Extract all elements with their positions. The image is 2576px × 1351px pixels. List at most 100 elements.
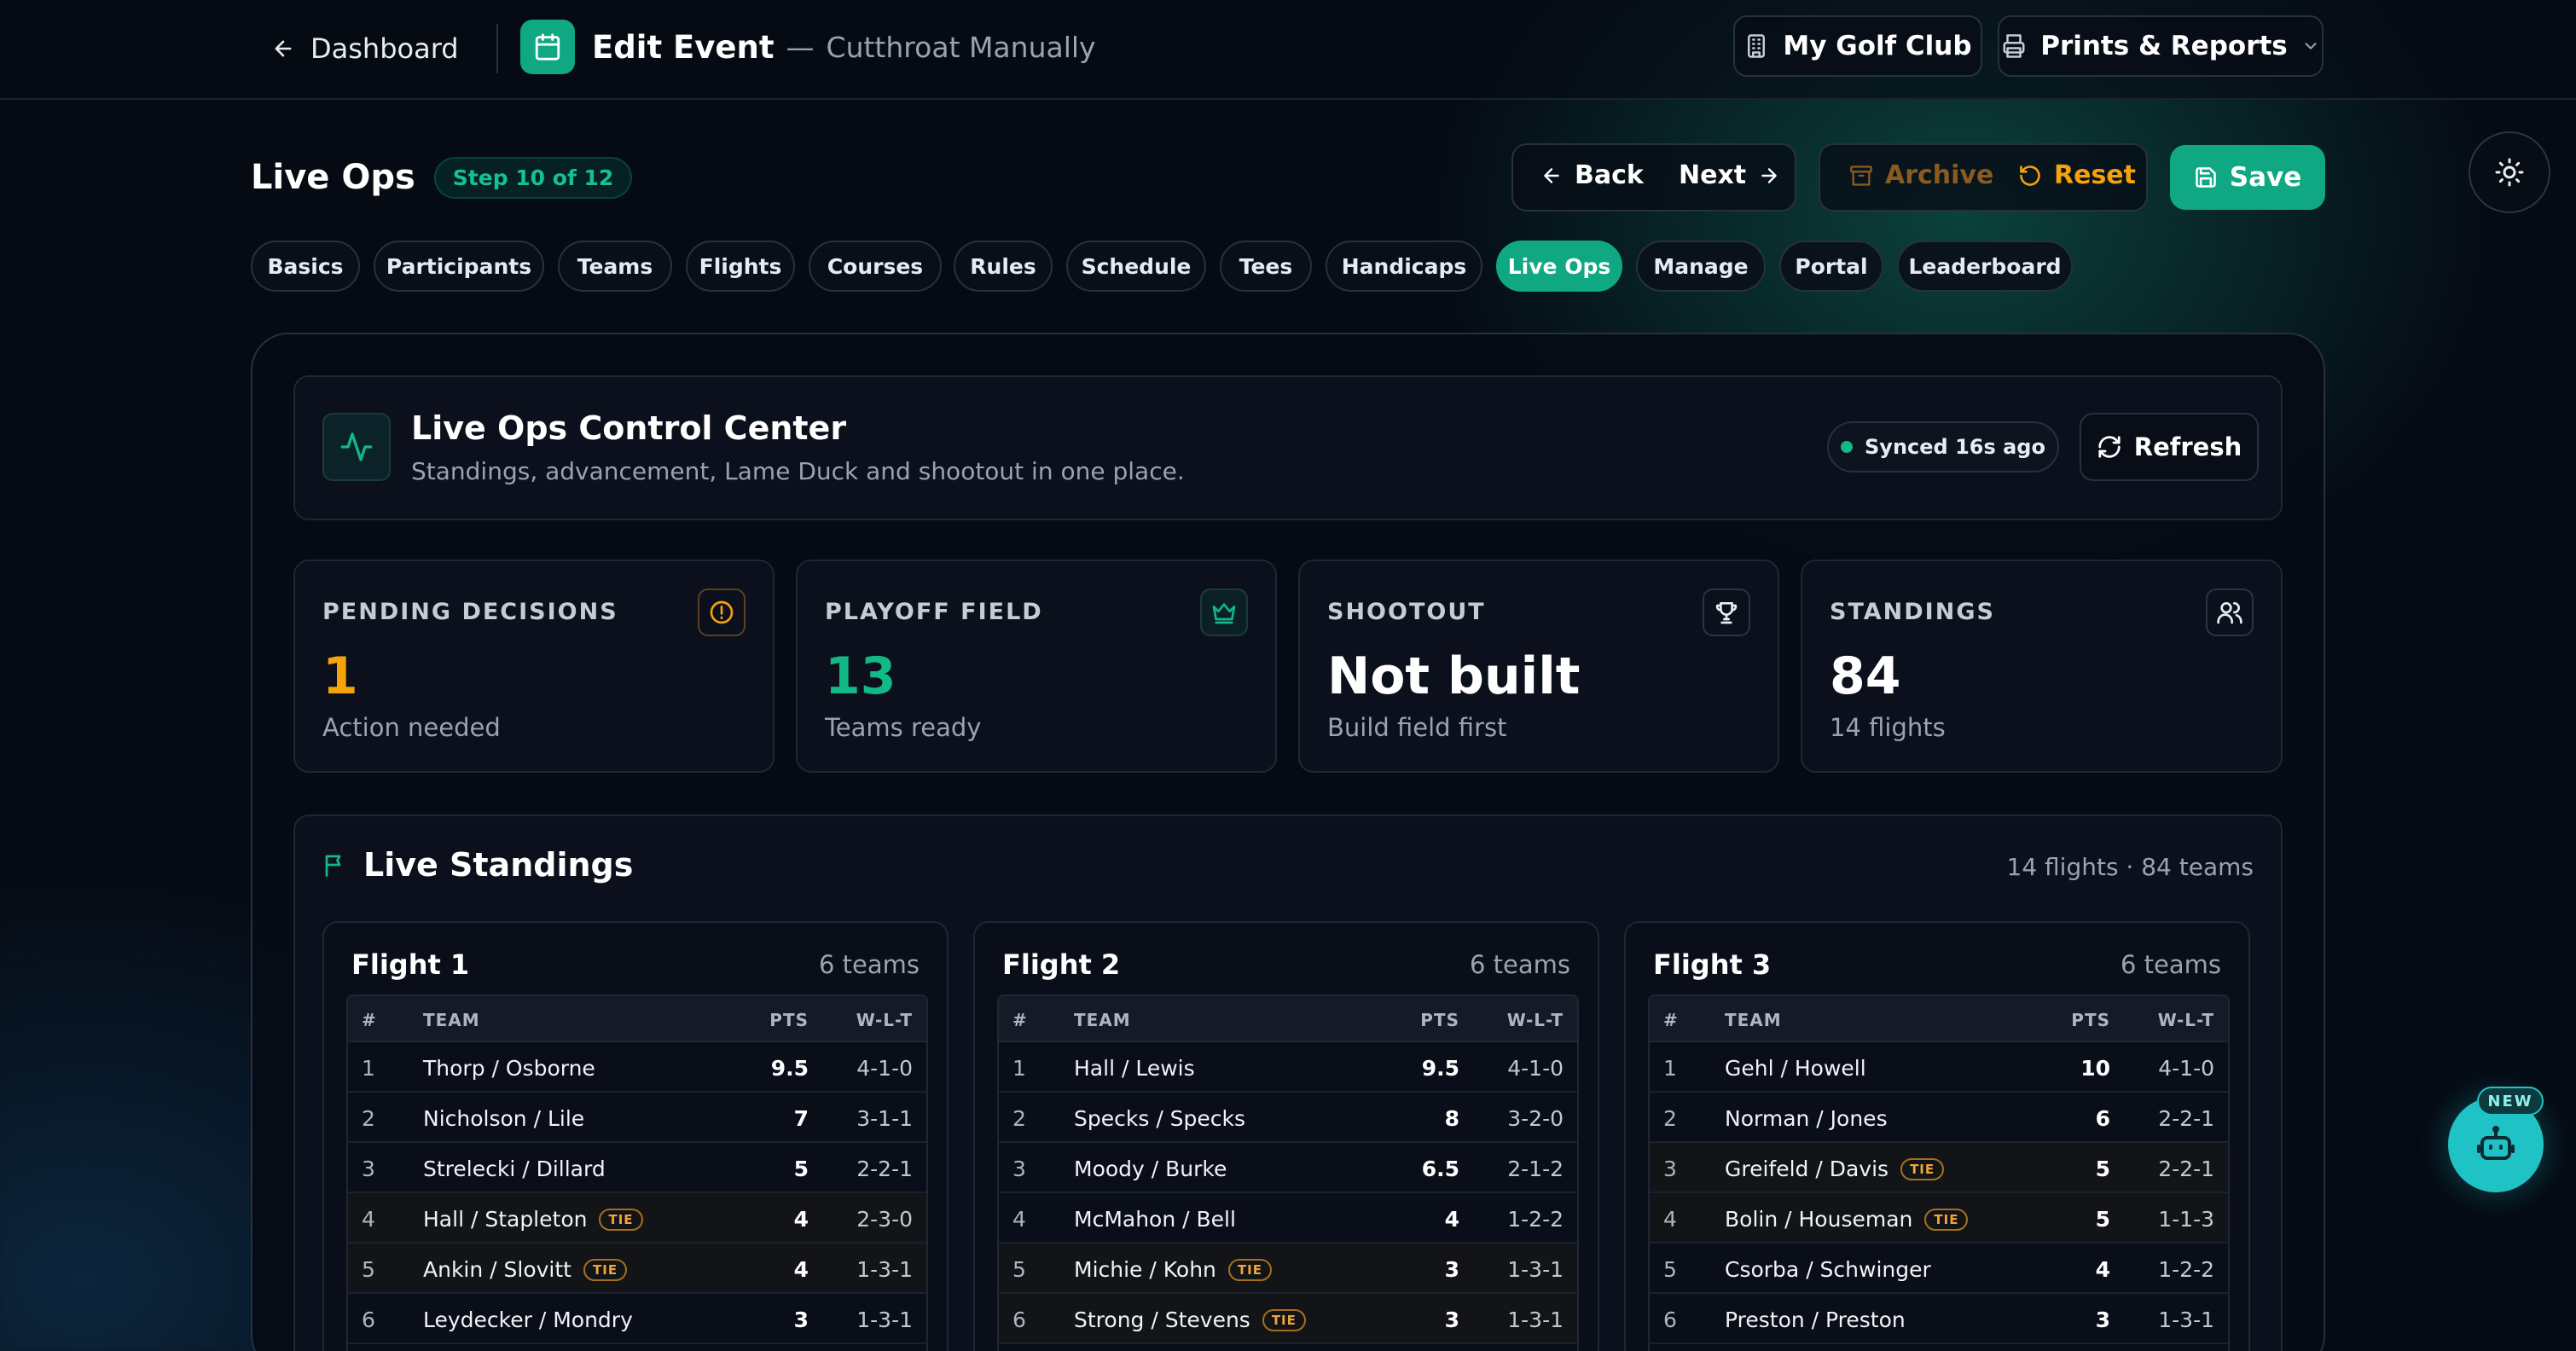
team-name: Moody / Burke — [1074, 1157, 1227, 1181]
archive-button[interactable]: Archive — [1849, 160, 1993, 190]
save-label: Save — [2229, 162, 2302, 193]
team-name: Strong / Stevens — [1074, 1308, 1250, 1332]
reset-button[interactable]: Reset — [2018, 160, 2136, 190]
table-row[interactable]: 5 Csorba / Schwinger 4 1-2-2 — [1650, 1244, 2228, 1294]
table-row[interactable]: 2 Norman / Jones 6 2-2-1 — [1650, 1093, 2228, 1143]
refresh-icon — [2097, 434, 2122, 460]
table-row[interactable]: 3 Greifeld / Davis TIE 5 2-2-1 — [1650, 1143, 2228, 1193]
stat-label: STANDINGS — [1830, 599, 1995, 625]
points-cell: 4 — [1444, 1207, 1459, 1232]
team-cell: Bolin / Houseman TIE — [1725, 1207, 1969, 1232]
team-cell: McMahon / Bell — [1074, 1207, 1236, 1232]
prints-reports-button[interactable]: Prints & Reports — [1998, 15, 2324, 77]
arrow-left-icon — [1540, 165, 1563, 187]
sync-status-text: Synced 16s ago — [1865, 435, 2045, 459]
stat-label: PLAYOFF FIELD — [825, 599, 1043, 625]
points-cell: 9.5 — [770, 1056, 809, 1081]
tab-schedule[interactable]: Schedule — [1066, 241, 1206, 292]
team-name: Hall / Stapleton — [423, 1207, 588, 1232]
record-cell: 1-1-3 — [2158, 1207, 2214, 1232]
tab-teams[interactable]: Teams — [558, 241, 672, 292]
rank-cell: 5 — [1012, 1257, 1026, 1282]
back-button[interactable]: Back — [1540, 160, 1644, 190]
team-name: Strelecki / Dillard — [423, 1157, 606, 1181]
table-row[interactable]: 2 Specks / Specks 8 3-2-0 — [999, 1093, 1577, 1143]
team-name: Leydecker / Mondry — [423, 1308, 633, 1332]
rank-cell: 1 — [1012, 1056, 1026, 1081]
tab-live-ops[interactable]: Live Ops — [1496, 241, 1622, 292]
stat-label: PENDING DECISIONS — [322, 599, 618, 625]
dashboard-link[interactable]: Dashboard — [271, 29, 459, 68]
table-row[interactable]: 3 Strelecki / Dillard 5 2-2-1 — [348, 1143, 926, 1193]
theme-toggle-button[interactable] — [2469, 131, 2550, 213]
table-row[interactable]: 4 Hall / Stapleton TIE 4 2-3-0 — [348, 1193, 926, 1244]
table-row[interactable]: 6 Preston / Preston 3 1-3-1 — [1650, 1294, 2228, 1344]
record-cell: 2-2-1 — [856, 1157, 913, 1181]
tab-basics[interactable]: Basics — [251, 241, 360, 292]
table-row[interactable]: 5 Ankin / Slovitt TIE 4 1-3-1 — [348, 1244, 926, 1294]
refresh-button[interactable]: Refresh — [2080, 413, 2259, 481]
rank-cell: 6 — [1012, 1308, 1026, 1332]
team-name: Nicholson / Lile — [423, 1106, 585, 1131]
record-cell: 1-2-2 — [1507, 1207, 1564, 1232]
points-cell: 3 — [2095, 1308, 2110, 1332]
points-cell: 4 — [2095, 1257, 2110, 1282]
tab-rules[interactable]: Rules — [954, 241, 1053, 292]
tab-flights[interactable]: Flights — [686, 241, 795, 292]
points-cell: 9.5 — [1421, 1056, 1459, 1081]
team-cell: Nicholson / Lile — [423, 1106, 584, 1131]
tab-courses[interactable]: Courses — [809, 241, 942, 292]
points-cell: 7 — [793, 1106, 809, 1131]
column-header-team: TEAM — [423, 1010, 480, 1030]
tab-participants[interactable]: Participants — [374, 241, 544, 292]
next-button[interactable]: Next — [1679, 160, 1780, 190]
record-cell: 1-3-1 — [2158, 1308, 2214, 1332]
flight-title: Flight 2 — [1002, 948, 1121, 981]
tab-leaderboard[interactable]: Leaderboard — [1897, 241, 2073, 292]
table-row[interactable]: 1 Hall / Lewis 9.5 4-1-0 — [999, 1042, 1577, 1093]
table-row[interactable]: 2 Nicholson / Lile 7 3-1-1 — [348, 1093, 926, 1143]
table-row[interactable]: 4 Bolin / Houseman TIE 5 1-1-3 — [1650, 1193, 2228, 1244]
standings-summary: 14 flights · 84 teams — [2006, 853, 2254, 881]
arrow-right-icon — [1758, 165, 1780, 187]
points-cell: 5 — [2095, 1207, 2110, 1232]
tab-handicaps[interactable]: Handicaps — [1326, 241, 1482, 292]
save-button[interactable]: Save — [2170, 145, 2325, 210]
flag-icon — [322, 852, 348, 878]
table-row[interactable]: 4 McMahon / Bell 4 1-2-2 — [999, 1193, 1577, 1244]
table-row[interactable]: 5 Michie / Kohn TIE 3 1-3-1 — [999, 1244, 1577, 1294]
team-name: Thorp / Osborne — [423, 1056, 595, 1081]
users-icon — [2206, 589, 2254, 636]
tie-badge: TIE — [1227, 1258, 1272, 1281]
column-header-rank: # — [1663, 1010, 1679, 1030]
title-separator: — — [786, 30, 815, 64]
team-cell: Preston / Preston — [1725, 1308, 1906, 1332]
table-row[interactable]: 3 Moody / Burke 6.5 2-1-2 — [999, 1143, 1577, 1193]
column-header-rank: # — [362, 1010, 377, 1030]
points-cell: 5 — [793, 1157, 809, 1181]
team-name: Ankin / Slovitt — [423, 1257, 571, 1282]
table-row[interactable]: 1 Gehl / Howell 10 4-1-0 — [1650, 1042, 2228, 1093]
tab-tees[interactable]: Tees — [1220, 241, 1312, 292]
sun-icon — [2494, 157, 2525, 188]
team-cell: Specks / Specks — [1074, 1106, 1245, 1131]
building-icon — [1743, 33, 1769, 59]
table-row[interactable]: 6 Leydecker / Mondry 3 1-3-1 — [348, 1294, 926, 1344]
printer-icon — [2001, 33, 2027, 59]
stat-card-playoff: PLAYOFF FIELD 13 Teams ready — [796, 560, 1277, 773]
my-golf-club-button[interactable]: My Golf Club — [1733, 15, 1982, 77]
rank-cell: 4 — [1663, 1207, 1677, 1232]
column-header-wlt: W-L-T — [856, 1010, 913, 1030]
flight-title: Flight 3 — [1653, 948, 1772, 981]
record-cell: 3-2-0 — [1507, 1106, 1564, 1131]
stat-value: Not built — [1327, 647, 1581, 706]
tab-manage[interactable]: Manage — [1636, 241, 1766, 292]
flight-team-count: 6 teams — [2120, 950, 2221, 979]
team-cell: Norman / Jones — [1725, 1106, 1888, 1131]
page-heading: Edit Event — Cutthroat Manually — [520, 19, 1096, 75]
table-row[interactable]: 1 Thorp / Osborne 9.5 4-1-0 — [348, 1042, 926, 1093]
tab-portal[interactable]: Portal — [1779, 241, 1883, 292]
tie-badge: TIE — [599, 1208, 643, 1231]
table-row[interactable]: 6 Strong / Stevens TIE 3 1-3-1 — [999, 1294, 1577, 1344]
team-cell: Thorp / Osborne — [423, 1056, 595, 1081]
